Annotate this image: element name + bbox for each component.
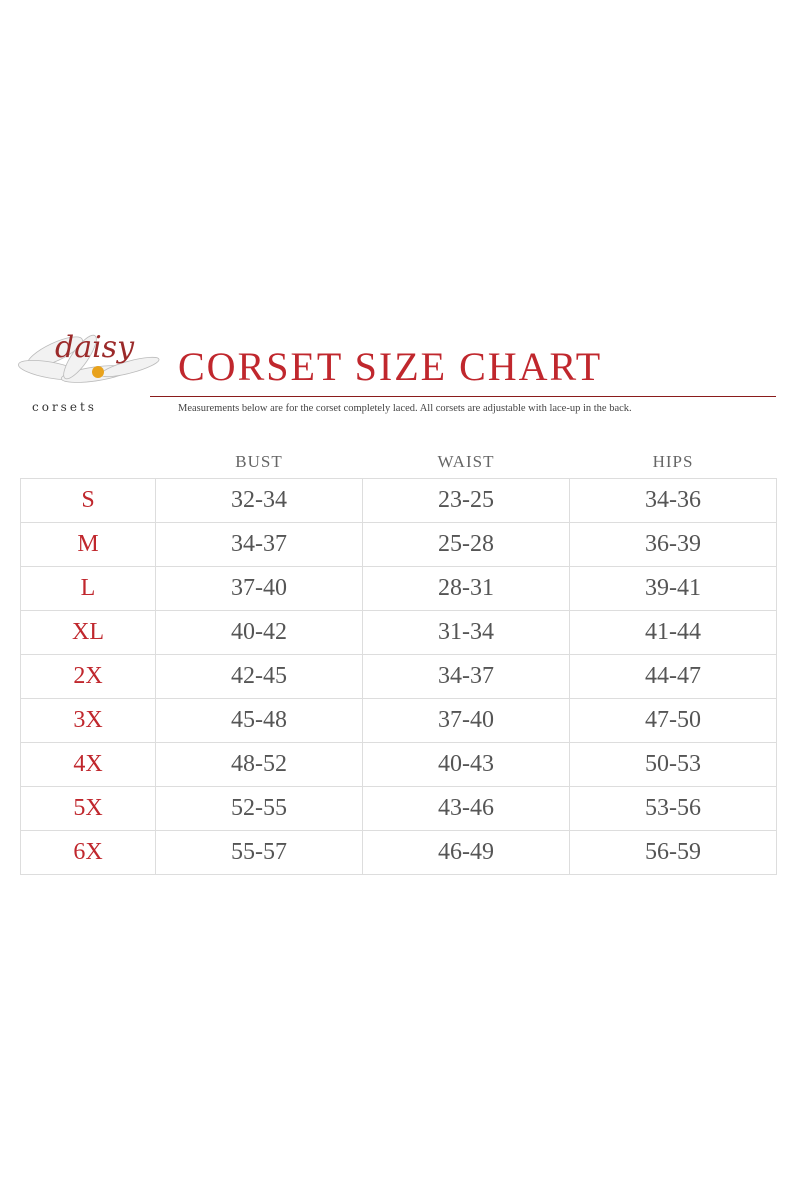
column-header: BUST: [235, 451, 283, 471]
measurement-cell: 53-56: [569, 786, 777, 831]
measurement-cell: 42-45: [155, 654, 363, 699]
corner: [21, 445, 156, 479]
table-row: M 34-37 25-28 36-39: [20, 522, 777, 567]
size-cell: 4X: [20, 742, 156, 787]
table-row: 4X 48-52 40-43 50-53: [20, 742, 777, 787]
measurement-cell: 23-25: [362, 478, 570, 523]
measurement-cell: 44-47: [569, 654, 777, 699]
measurement-cell: 40-42: [155, 610, 363, 655]
measurement-cell: 52-55: [155, 786, 363, 831]
measurement-cell: 55-57: [155, 830, 363, 875]
size-cell: 2X: [20, 654, 156, 699]
measurement-cell: 50-53: [569, 742, 777, 787]
logo-tagline: corsets: [32, 400, 97, 414]
size-cell: 3X: [20, 698, 156, 743]
table-row: 5X 52-55 43-46 53-56: [20, 786, 777, 831]
measurement-cell: 25-28: [362, 522, 570, 567]
column-header: HIPS: [652, 451, 694, 471]
size-cell: L: [20, 566, 156, 611]
table-row: 6X 55-57 46-49 56-59: [20, 830, 777, 875]
measurement-cell: 34-36: [569, 478, 777, 523]
header-row: BUST WAIST HIPS: [21, 445, 777, 479]
measurement-cell: 37-40: [362, 698, 570, 743]
size-cell: 5X: [20, 786, 156, 831]
measurement-cell: 34-37: [155, 522, 363, 567]
logo-name: daisy: [55, 330, 135, 365]
size-cell: S: [20, 478, 156, 523]
measurement-cell: 47-50: [569, 698, 777, 743]
measurement-cell: 36-39: [569, 522, 777, 567]
measurement-cell: 41-44: [569, 610, 777, 655]
measurement-cell: 34-37: [362, 654, 570, 699]
size-cell: XL: [20, 610, 156, 655]
divider: [150, 396, 776, 397]
table-row: L 37-40 28-31 39-41: [20, 566, 777, 611]
table-row: XL 40-42 31-34 41-44: [20, 610, 777, 655]
measurement-cell: 37-40: [155, 566, 363, 611]
measurement-cell: 39-41: [569, 566, 777, 611]
table-row: 3X 45-48 37-40 47-50: [20, 698, 777, 743]
measurement-cell: 46-49: [362, 830, 570, 875]
measurement-cell: 45-48: [155, 698, 363, 743]
column-header: WAIST: [437, 451, 495, 471]
measurement-cell: 31-34: [362, 610, 570, 655]
logo: daisy corsets: [18, 330, 160, 414]
measurement-cell: 43-46: [362, 786, 570, 831]
measurement-cell: 32-34: [155, 478, 363, 523]
size-cell: 6X: [20, 830, 156, 875]
size-table: BUST WAIST HIPS S 32-34 23-25 34-36 M 34-37 25-2…: [20, 445, 777, 875]
note: Measurements below are for the corset co…: [178, 403, 632, 414]
measurement-cell: 40-43: [362, 742, 570, 787]
table-row: S 32-34 23-25 34-36: [20, 478, 777, 523]
size-cell: M: [20, 522, 156, 567]
title: CORSET SIZE CHART: [178, 344, 603, 389]
table-row: 2X 42-45 34-37 44-47: [20, 654, 777, 699]
measurement-cell: 48-52: [155, 742, 363, 787]
measurement-cell: 56-59: [569, 830, 777, 875]
measurement-cell: 28-31: [362, 566, 570, 611]
